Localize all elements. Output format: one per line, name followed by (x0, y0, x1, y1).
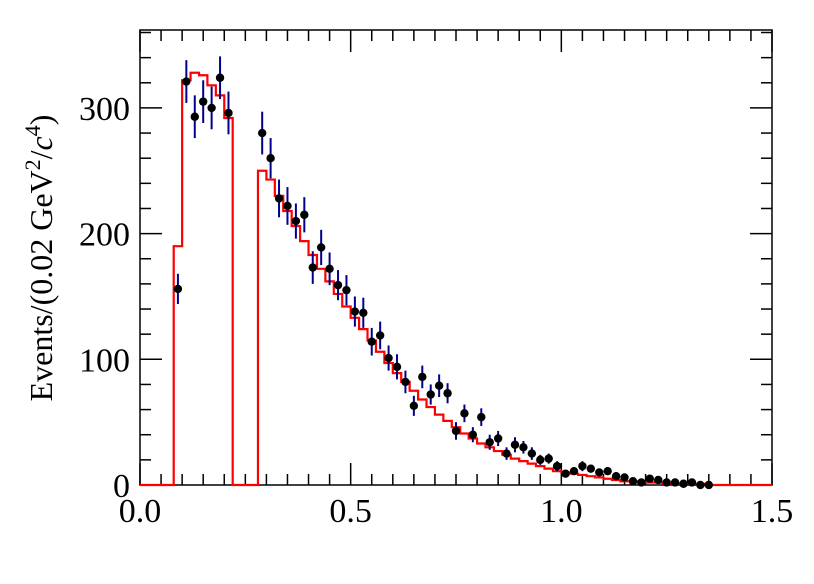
data-point (578, 461, 587, 471)
data-point (620, 473, 629, 482)
x-tick-label: 0.5 (329, 493, 372, 530)
data-point (679, 479, 688, 488)
data-point (595, 468, 604, 477)
data-point (190, 112, 199, 121)
data-point (704, 480, 713, 490)
data-point (350, 307, 360, 316)
data-point (628, 477, 638, 486)
data-point (367, 337, 376, 346)
data-point (477, 412, 486, 422)
data-point (384, 353, 393, 363)
y-tick-label: 0 (113, 468, 130, 505)
data-point (519, 443, 528, 452)
data-point (603, 466, 612, 476)
data-point (434, 381, 444, 390)
histogram-layer (140, 71, 772, 487)
data-point (654, 475, 663, 485)
x-tick-label: 0.0 (119, 493, 162, 530)
y-axis-title-sup1: 2 (20, 159, 45, 170)
data-point (460, 409, 469, 418)
data-point (207, 103, 216, 113)
data-point (257, 128, 267, 138)
data-point (586, 464, 596, 473)
data-point (224, 108, 233, 118)
data-point (283, 201, 292, 211)
data-point (182, 77, 191, 86)
data-point (662, 478, 671, 487)
data-point (468, 430, 478, 439)
x-tick-label: 1.0 (540, 493, 583, 530)
data-point (316, 243, 326, 252)
data-point (215, 73, 225, 82)
data-point (333, 280, 343, 290)
data-point (173, 284, 183, 294)
y-axis-title: Events/(0.02 GeV2/c4) (20, 115, 59, 402)
data-point (342, 285, 351, 295)
data-point (544, 454, 553, 463)
data-point (274, 194, 284, 203)
y-tick-label: 200 (79, 217, 130, 254)
data-point (637, 478, 646, 487)
y-axis-title-sup2: 4 (20, 125, 45, 136)
data-point (300, 210, 309, 219)
axis-ticks (139, 30, 773, 486)
y-tick-label: 100 (79, 342, 130, 379)
data-point (291, 216, 301, 226)
data-point (502, 449, 511, 458)
data-point (266, 154, 275, 163)
plot-frame (139, 29, 773, 486)
data-point (359, 308, 368, 318)
data-point (527, 449, 537, 458)
data-point (687, 478, 697, 487)
error-bars-layer (176, 56, 693, 485)
data-point (493, 434, 503, 443)
y-axis-title-suffix: ) (23, 115, 59, 126)
data-point (418, 372, 427, 382)
data-point (670, 478, 680, 487)
y-tick-label: 300 (79, 91, 130, 128)
data-point (611, 472, 621, 481)
data-point (401, 377, 410, 387)
data-point (443, 389, 452, 398)
data-point (392, 362, 402, 372)
y-axis-title-prefix: Events/(0.02 GeV (23, 170, 59, 401)
data-point (426, 390, 435, 399)
data-point (325, 264, 334, 274)
data-point (451, 426, 461, 436)
data-point (561, 469, 570, 478)
data-point (375, 331, 385, 340)
data-point (409, 401, 419, 411)
data-point (645, 474, 655, 483)
data-point (536, 455, 545, 465)
y-axis-title-mid: / (23, 150, 59, 159)
x-tick-labels: 0.0 0.5 1.0 1.5 (119, 493, 794, 530)
data-point (485, 438, 494, 447)
data-point (510, 440, 520, 449)
data-point (199, 97, 208, 106)
x-tick-label: 1.5 (751, 493, 794, 530)
y-axis-title-italic: c (23, 136, 59, 150)
y-tick-labels: 0 100 200 300 (79, 91, 130, 505)
data-point (696, 480, 705, 490)
data-point (308, 263, 317, 272)
data-points-layer (173, 73, 713, 490)
data-point (569, 466, 579, 476)
data-point (552, 461, 562, 471)
histogram-line (140, 71, 772, 487)
